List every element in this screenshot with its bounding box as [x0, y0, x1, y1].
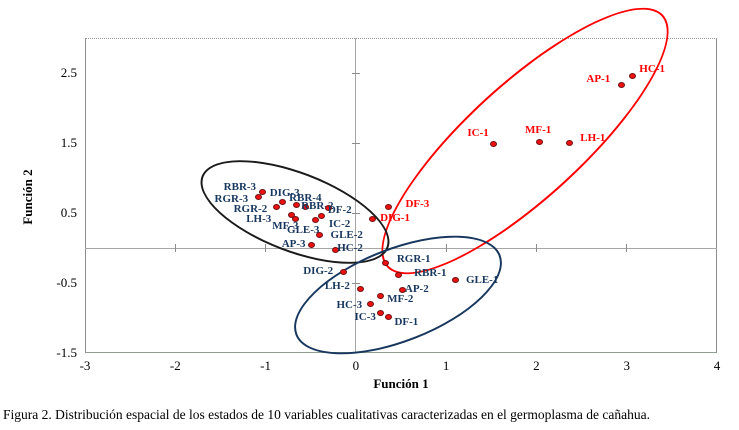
- data-point-GLE-1: [451, 277, 459, 284]
- point-label-RGR-2: RGR-2: [233, 202, 268, 215]
- data-point-DF-2: [325, 205, 333, 212]
- data-point-RGR-3: [254, 193, 262, 200]
- x-tick-label: 0: [352, 358, 360, 373]
- point-label-DF-1: DF-1: [394, 316, 419, 329]
- point-label-DF-2: DF-2: [327, 204, 352, 217]
- data-point-RBR-4: [292, 201, 300, 208]
- point-label-RBR-1: RBR-1: [414, 267, 447, 280]
- point-label-GLE-2: GLE-2: [330, 228, 363, 241]
- point-label-RGR-1: RGR-1: [396, 252, 431, 265]
- x-tick-label: 4: [713, 358, 721, 373]
- data-point-DF-1: [384, 314, 392, 321]
- data-point-IC-1: [489, 140, 497, 147]
- point-label-LH-3: LH-3: [246, 213, 272, 226]
- data-point-AP-3: [308, 242, 316, 249]
- x-axis-tick-mark: [265, 244, 267, 252]
- x-axis-title: Función 1: [373, 376, 429, 391]
- data-point-HC-3: [366, 301, 374, 307]
- point-label-HC-1: HC-1: [639, 62, 665, 75]
- data-point-RGR-1: [382, 259, 390, 266]
- data-point-LH-2: [356, 285, 364, 292]
- x-tick-label: 2: [533, 358, 540, 373]
- data-point-MF-3: [291, 215, 299, 222]
- data-point-RGR-2: [272, 203, 280, 210]
- point-label-RBR-3: RBR-3: [223, 181, 257, 193]
- data-point-LH-1: [566, 140, 574, 146]
- point-label-DIG-2: DIG-2: [303, 264, 334, 277]
- point-label-LH-1: LH-1: [580, 132, 606, 144]
- x-axis-tick-mark: [626, 244, 628, 252]
- x-tick-label: 3: [623, 358, 630, 373]
- plot-area-frame: [85, 38, 717, 353]
- point-label-RBR-4: RBR-4: [289, 191, 322, 204]
- x-tick-label: -3: [79, 358, 91, 373]
- y-tick-label: -0.5: [56, 275, 77, 290]
- point-label-IC-3: IC-3: [354, 311, 376, 324]
- data-point-IC-3: [376, 310, 384, 317]
- data-point-AP-1: [617, 81, 625, 88]
- y-tick-label: 2.5: [60, 65, 77, 80]
- y-tick-label: 1.5: [60, 135, 77, 150]
- y-axis-tick-mark: [351, 142, 360, 144]
- x-axis-tick-mark: [445, 244, 447, 252]
- data-point-DIG-2: [339, 268, 347, 275]
- x-tick-label: -1: [260, 358, 271, 373]
- y-tick-label: -1.5: [56, 345, 77, 360]
- point-label-LH-2: LH-2: [324, 279, 350, 292]
- point-label-AP-3: AP-3: [281, 238, 306, 251]
- point-label-HC-2: HC-2: [337, 242, 363, 255]
- data-point-DF-3: [384, 203, 392, 210]
- x-axis-tick-mark: [535, 244, 537, 252]
- data-point-HC-1: [628, 72, 636, 79]
- data-point-LH-3: [288, 212, 296, 219]
- x-tick-label: 1: [442, 358, 450, 373]
- data-point-MF-2: [376, 293, 384, 300]
- point-label-DIG-1: DIG-1: [380, 212, 411, 225]
- point-label-RGR-3: RGR-3: [214, 192, 249, 205]
- point-label-IC-1: IC-1: [467, 126, 489, 139]
- point-label-MF-1: MF-1: [524, 123, 552, 136]
- x-axis-tick-mark: [174, 244, 176, 252]
- data-point-IC-2: [318, 212, 326, 219]
- point-label-AP-1: AP-1: [586, 72, 611, 85]
- data-point-RBR-1: [394, 272, 402, 279]
- y-zero-axis-line: [355, 38, 357, 353]
- point-label-MF-3: MF-3: [272, 219, 299, 232]
- data-point-AP-2: [399, 287, 407, 293]
- x-tick-label: -2: [169, 358, 181, 373]
- data-point-HC-2: [331, 247, 339, 254]
- point-label-DIG-3: DIG-3: [269, 186, 300, 199]
- point-label-DF-3: DF-3: [405, 197, 430, 210]
- y-axis-tick-mark: [351, 212, 360, 214]
- y-axis-title: Función 2: [20, 169, 35, 225]
- point-label-IC-2: IC-2: [328, 217, 351, 230]
- point-label-AP-2: AP-2: [404, 283, 429, 295]
- x-zero-axis-line: [85, 247, 717, 249]
- y-axis-tick-mark: [351, 282, 360, 284]
- data-point-DIG-3: [279, 198, 287, 205]
- data-point-RBR-2: [301, 204, 309, 211]
- y-axis-tick-mark: [351, 72, 360, 74]
- data-point-GLE-2: [316, 231, 324, 238]
- y-tick-label: 0.5: [60, 205, 77, 220]
- data-point-MF-1: [535, 138, 543, 145]
- point-label-HC-3: HC-3: [336, 299, 363, 311]
- point-label-GLE-3: GLE-3: [287, 224, 320, 236]
- point-label-MF-2: MF-2: [387, 293, 414, 306]
- data-point-DIG-1: [368, 216, 376, 223]
- figure-caption: Figura 2. Distribución espacial de los e…: [3, 407, 650, 422]
- data-point-RBR-3: [259, 189, 267, 195]
- point-label-GLE-1: GLE-1: [465, 274, 499, 287]
- data-point-GLE-3: [311, 217, 319, 223]
